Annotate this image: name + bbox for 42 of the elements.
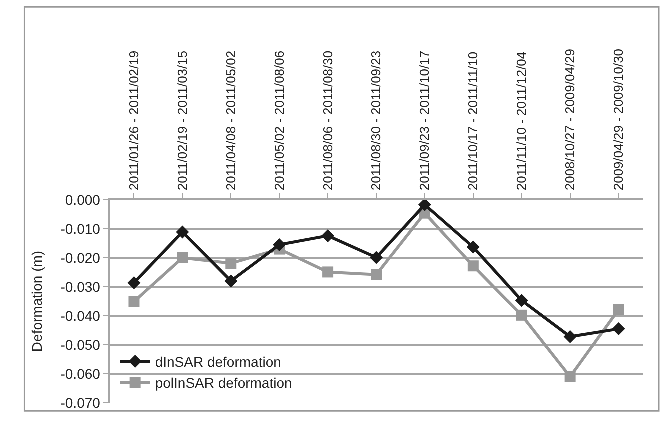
y-tick-label: 0.000 <box>65 192 101 208</box>
y-tick-label: -0.040 <box>60 308 101 324</box>
point <box>612 322 626 336</box>
point <box>176 226 190 239</box>
point <box>128 276 141 290</box>
y-tick-label: -0.030 <box>60 278 101 295</box>
point <box>466 240 480 254</box>
y-tick-label: -0.050 <box>60 336 101 353</box>
x-tick-label: 2008/10/27 - 2009/04/29 <box>562 48 578 191</box>
x-tick-label: 2011/10/17 - 2011/11/10 <box>466 52 481 191</box>
x-tick-label: 2011/08/30 - 2011/09/23 <box>368 50 384 191</box>
y-axis-title: Deformation (m) <box>28 250 45 352</box>
x-tick-label: 2011/01/26 - 2011/02/19 <box>126 50 142 191</box>
point <box>371 269 382 280</box>
point <box>564 371 576 382</box>
x-tick-label: 2011/04/08 - 2011/05/02 <box>223 50 238 191</box>
point <box>128 296 140 308</box>
point <box>370 251 383 264</box>
x-tick-label: 2011/09/23 - 2011/10/17 <box>417 50 432 191</box>
point <box>516 310 528 321</box>
point <box>515 294 528 308</box>
point <box>322 229 335 242</box>
point <box>418 200 432 212</box>
y-tick-label: -0.010 <box>60 220 101 237</box>
point <box>564 330 577 344</box>
point <box>273 238 286 252</box>
point <box>177 252 188 264</box>
y-tick-label: -0.020 <box>60 250 101 266</box>
y-tick-label: -0.070 <box>60 394 101 411</box>
legend-label: polInSAR deformation <box>155 375 292 392</box>
point <box>224 274 238 288</box>
y-tick-label: -0.060 <box>60 366 101 382</box>
legend-label: dInSAR deformation <box>155 354 282 370</box>
x-tick-label: 2011/11/10 - 2011/12/04 <box>514 52 530 191</box>
point <box>322 266 334 278</box>
point <box>468 260 479 272</box>
x-tick-label: 2011/05/02 - 2011/08/06 <box>272 50 287 191</box>
x-tick-label: 2011/08/06 - 2011/08/30 <box>320 50 336 191</box>
point <box>613 304 624 316</box>
x-tick-label: 2011/02/19 - 2011/03/15 <box>174 50 190 191</box>
x-tick-label: 2009/04/29 - 2009/10/30 <box>610 48 626 191</box>
point <box>226 258 237 270</box>
